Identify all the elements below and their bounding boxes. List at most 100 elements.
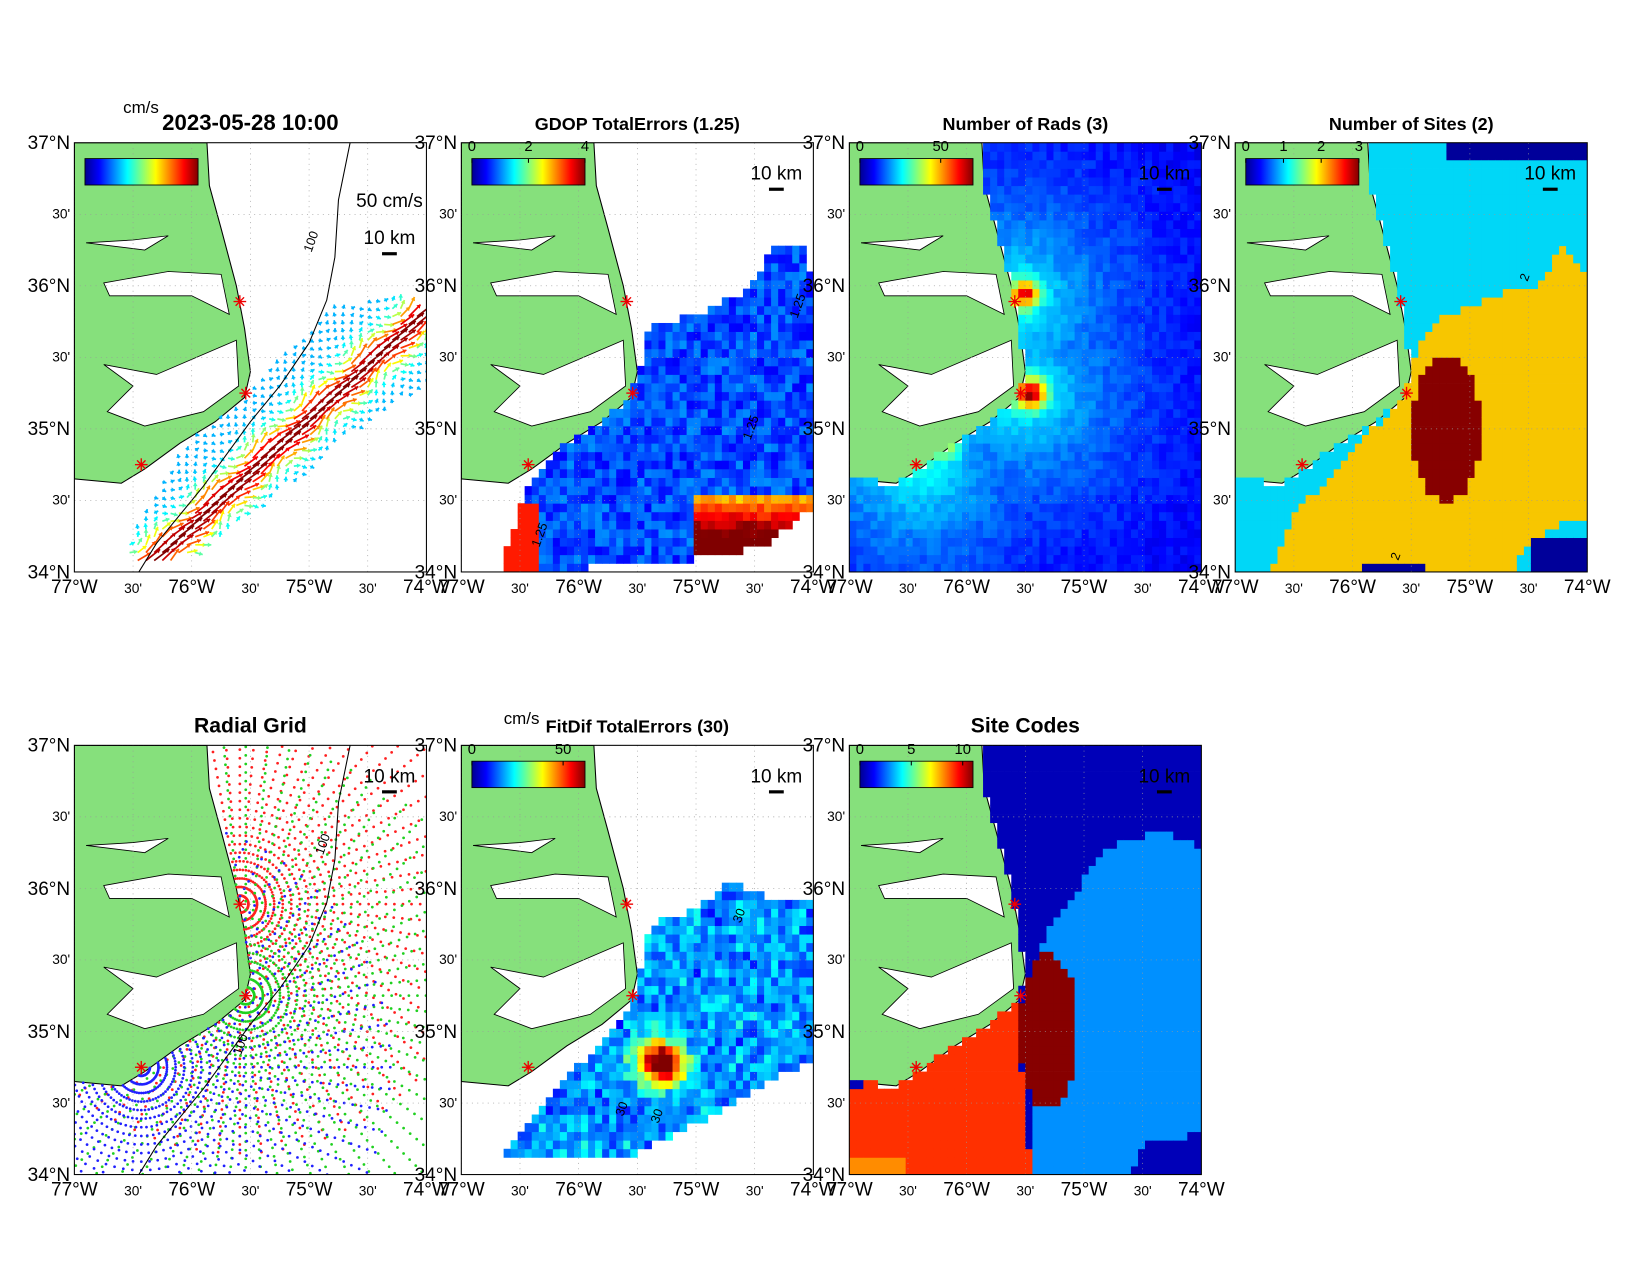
field-cell [1123, 537, 1132, 547]
field-cell [1039, 391, 1047, 401]
vector-head [283, 351, 288, 356]
vector-head [254, 482, 260, 488]
field-cell [792, 305, 800, 315]
field-cell [947, 529, 956, 539]
vector-head [187, 492, 192, 497]
field-cell [1159, 357, 1167, 367]
field-cell [566, 529, 575, 539]
field-cell [721, 460, 730, 470]
field-cell [1053, 288, 1061, 298]
field-cell [735, 434, 744, 444]
vector-head [161, 487, 167, 493]
field-cell [1025, 563, 1033, 572]
field-cell [637, 520, 645, 530]
field-cell [665, 554, 673, 564]
vector-head [423, 352, 427, 355]
field-cell [1383, 486, 1391, 496]
vector-head [384, 333, 389, 338]
field-cell [665, 374, 673, 384]
field-cell [1116, 494, 1125, 504]
field-cell [1011, 460, 1019, 470]
field-cell [1319, 563, 1328, 572]
field-cell [1319, 451, 1328, 461]
field-cell [574, 554, 582, 564]
field-cell [1166, 563, 1174, 572]
field-cell [799, 365, 807, 375]
field-cell [1095, 245, 1104, 255]
vector-head [292, 451, 297, 456]
field-cell [905, 503, 914, 513]
field-cell [686, 460, 695, 470]
field-cell [1467, 546, 1476, 556]
vector-head [218, 415, 223, 420]
field-cell [1439, 322, 1447, 332]
field-cell [1187, 271, 1195, 281]
field-cell [1074, 211, 1083, 221]
field-cell [785, 400, 793, 410]
field-cell [1130, 151, 1139, 161]
field-cell [997, 537, 1005, 547]
field-cell [1053, 340, 1061, 350]
field-cell [863, 546, 871, 556]
field-cell [742, 451, 751, 461]
field-cell [1081, 426, 1090, 436]
field-cell [566, 460, 575, 470]
field-cell [721, 314, 730, 324]
field-cell [1397, 228, 1405, 238]
field-cell [1474, 468, 1483, 478]
field-cell [1397, 271, 1405, 281]
field-cell [1166, 511, 1174, 521]
vector-head [325, 417, 331, 421]
field-cell [1187, 460, 1195, 470]
field-cell [1060, 254, 1069, 264]
field-cell [1187, 331, 1195, 341]
field-cell [1018, 331, 1026, 341]
field-cell [757, 511, 765, 521]
current-vector [416, 308, 427, 318]
field-cell [1004, 563, 1012, 572]
field-cell [721, 477, 730, 487]
field-cell [1060, 220, 1069, 229]
field-cell [1166, 529, 1174, 539]
vector-head [211, 440, 216, 445]
field-cell [1467, 340, 1476, 350]
field-cell [574, 494, 582, 504]
field-cell [778, 383, 786, 393]
field-cell [728, 391, 737, 401]
field-cell [1095, 383, 1104, 393]
field-cell [750, 520, 758, 530]
field-cell [693, 314, 702, 324]
field-cell [1166, 546, 1174, 556]
field-cell [1488, 443, 1497, 453]
field-cell [1102, 417, 1111, 427]
field-cell [1194, 426, 1202, 436]
field-cell [1439, 391, 1447, 401]
vector-head [252, 393, 257, 398]
field-cell [1481, 563, 1490, 572]
field-cell [764, 400, 772, 410]
field-cell [700, 537, 709, 547]
field-cell [1180, 554, 1188, 564]
field-cell [1067, 297, 1076, 307]
field-cell [1488, 271, 1497, 281]
field-cell [1018, 237, 1026, 247]
field-cell [1166, 400, 1174, 410]
field-cell [1032, 305, 1040, 315]
vector-head [275, 367, 280, 372]
field-cell [1088, 460, 1097, 470]
field-cell [1397, 494, 1405, 504]
field-cell [714, 486, 723, 496]
field-cell [728, 383, 737, 393]
field-cell [1187, 357, 1195, 367]
field-cell [1291, 537, 1300, 547]
field-cell [1138, 408, 1146, 418]
vector-head [201, 469, 207, 474]
field-cell [1060, 400, 1069, 410]
field-cell [976, 468, 984, 478]
field-cell [1270, 546, 1278, 556]
field-cell [1081, 383, 1090, 393]
field-cell [1053, 365, 1061, 375]
field-cell [1418, 460, 1426, 470]
field-cell [1159, 520, 1167, 530]
field-cell [1460, 159, 1468, 169]
